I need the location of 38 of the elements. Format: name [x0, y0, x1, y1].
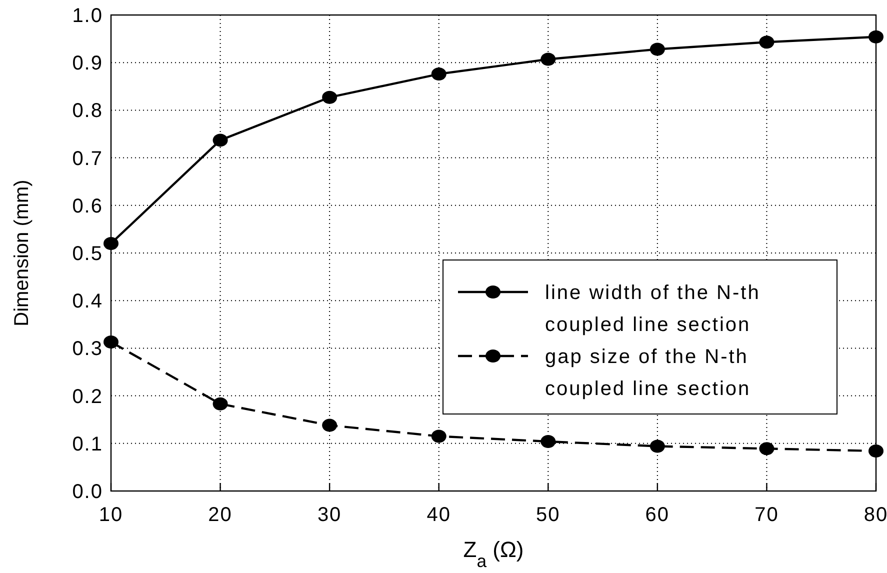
- point: [212, 134, 228, 147]
- y-tick-label: 0.0: [72, 481, 103, 503]
- y-tick-label: 0.1: [72, 433, 103, 456]
- point: [868, 444, 884, 458]
- x-tick-label: 60: [645, 504, 670, 526]
- point: [431, 430, 446, 443]
- point: [104, 336, 118, 349]
- x-tick-label: 30: [317, 504, 342, 526]
- x-tick-label: 50: [536, 504, 560, 526]
- y-tick-label: 0.4: [72, 290, 103, 313]
- y-axis-title: Dimension (mm): [11, 180, 33, 326]
- point: [212, 397, 228, 410]
- x-tick-label: 10: [98, 504, 124, 526]
- y-tick-label: 0.6: [72, 195, 103, 218]
- point: [868, 30, 884, 44]
- x-tick-label: 80: [864, 504, 887, 526]
- x-axis-title: Z$_{a}$ (Ω): [463, 537, 524, 571]
- point: [540, 52, 556, 66]
- point: [104, 236, 118, 250]
- y-tick-label: 0.3: [72, 338, 103, 360]
- point: [322, 90, 338, 104]
- legend-label: gap size of the N-th coupled line section: [545, 346, 751, 400]
- point: [759, 442, 774, 456]
- point: [322, 418, 338, 432]
- point: [650, 42, 665, 56]
- x-tick-label: 20: [208, 504, 232, 526]
- y-tick-label: 1.0: [72, 5, 103, 27]
- x-tick-label: 40: [426, 504, 451, 526]
- y-tick-label: 0.8: [72, 100, 103, 122]
- point: [431, 68, 446, 81]
- y-tick-label: 0.9: [72, 52, 103, 75]
- y-tick-label: 0.5: [72, 243, 103, 265]
- y-tick-label: 0.7: [72, 148, 103, 170]
- x-tick-label: 70: [754, 504, 779, 526]
- point: [540, 434, 556, 448]
- y-tick-label: 0.2: [72, 386, 103, 408]
- point: [759, 36, 774, 49]
- point: [650, 440, 665, 453]
